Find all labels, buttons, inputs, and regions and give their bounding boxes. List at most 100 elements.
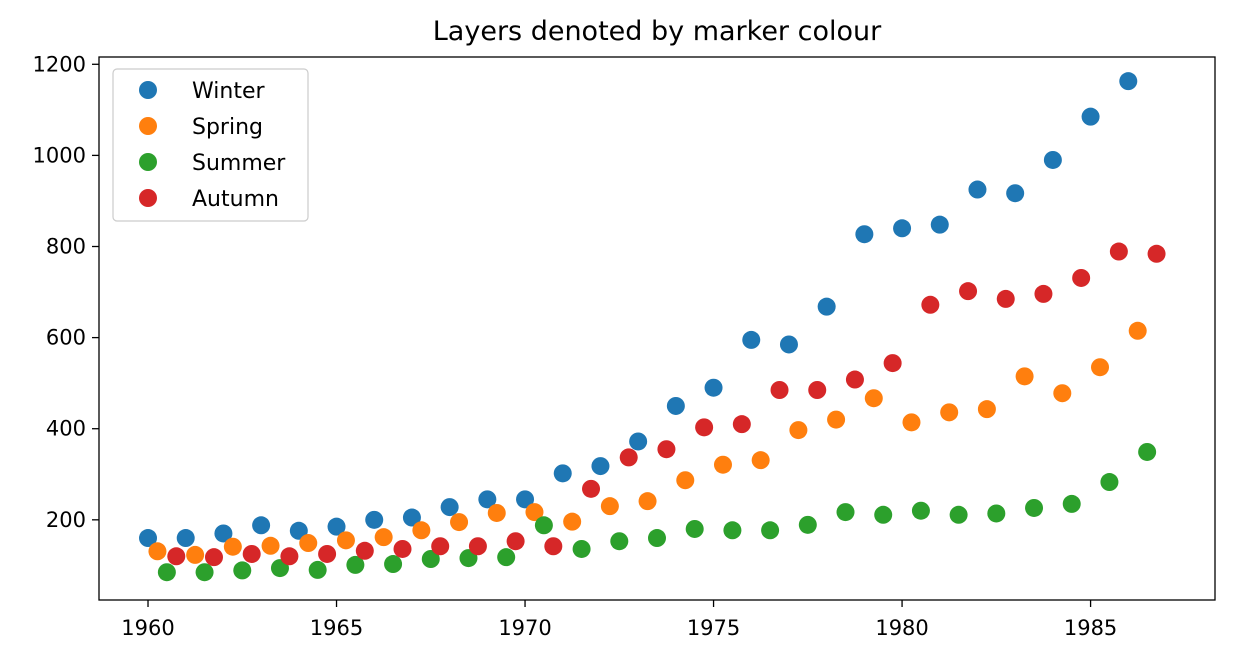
data-point [977,400,996,419]
data-point [921,295,940,314]
data-point [393,539,412,558]
legend-box [112,68,309,222]
data-point [874,505,893,524]
data-point [374,528,393,547]
data-point [525,503,544,522]
data-point [468,537,487,556]
data-point [299,534,318,553]
data-point [355,541,374,560]
data-point [544,537,563,556]
data-point [685,519,704,538]
legend-label: Winter [192,79,265,104]
x-tick-label: 1960 [121,616,174,640]
data-point [704,378,723,397]
data-point [346,555,365,574]
legend-marker [139,81,157,99]
x-tick-label: 1975 [687,616,740,640]
data-point [308,560,327,579]
data-point [732,415,751,434]
data-point [742,330,761,349]
y-tick-label: 800 [46,235,86,259]
data-point [1138,442,1157,461]
y-tick-label: 1000 [33,143,86,167]
data-point [751,451,770,470]
data-point [817,297,836,316]
data-point [402,508,421,527]
data-point [450,513,469,532]
data-point [1128,321,1147,340]
data-point [902,413,921,432]
data-point [657,440,676,459]
data-point [987,504,1006,523]
x-tick-label: 1985 [1064,616,1117,640]
data-point [600,497,619,516]
data-point [893,219,912,238]
data-point [327,517,346,536]
data-point [534,516,553,535]
data-point [318,544,337,563]
data-point [242,544,261,563]
data-point [148,542,167,561]
data-point [930,215,949,234]
data-point [1091,358,1110,377]
data-point [761,521,780,540]
data-point [1043,150,1062,169]
legend: Winter Spring Summer Autumn [112,68,309,222]
y-tick-label: 400 [46,417,86,441]
y-tick-label: 200 [46,508,86,532]
data-point [204,548,223,567]
y-tick-label: 600 [46,326,86,350]
y-tick-label: 1200 [33,52,86,76]
legend-marker [139,189,157,207]
data-point [261,536,280,555]
data-point [836,503,855,522]
data-point [949,505,968,524]
data-point [280,547,299,566]
chart-title: Layers denoted by marker colour [433,16,882,47]
data-point [553,464,572,483]
x-tick-label: 1980 [875,616,928,640]
data-point [1119,72,1138,91]
data-point [996,289,1015,308]
data-point [252,516,271,535]
data-point [1006,184,1025,203]
legend-label: Autumn [192,187,279,212]
data-point [431,537,450,556]
data-point [676,471,695,490]
data-point [959,282,978,301]
data-point [798,515,817,534]
x-axis: 1960 1965 1970 1975 1980 1985 [121,600,1117,640]
data-point [167,547,186,566]
data-point [1109,242,1128,261]
data-point [723,521,742,540]
series-autumn [167,242,1166,567]
data-point [157,563,176,582]
data-point [713,455,732,474]
data-point [506,532,525,551]
data-point [487,503,506,522]
data-point [214,524,233,543]
data-point [845,370,864,389]
data-point [911,501,930,520]
data-point [176,529,195,548]
data-point [789,421,808,440]
series-winter [139,72,1138,548]
data-point [139,529,158,548]
data-point [186,545,205,564]
data-point [421,550,440,568]
data-point [1081,107,1100,126]
plot-frame [98,56,1216,601]
data-point [883,354,902,373]
data-point [770,381,789,399]
data-point [779,335,798,354]
data-point [695,418,714,437]
data-point [1034,284,1053,303]
legend-marker [139,117,157,135]
data-point [666,396,685,415]
data-point [827,410,846,429]
data-point [516,490,535,509]
plot-marks [139,72,1166,582]
data-point [1053,384,1072,403]
data-point [195,563,214,582]
